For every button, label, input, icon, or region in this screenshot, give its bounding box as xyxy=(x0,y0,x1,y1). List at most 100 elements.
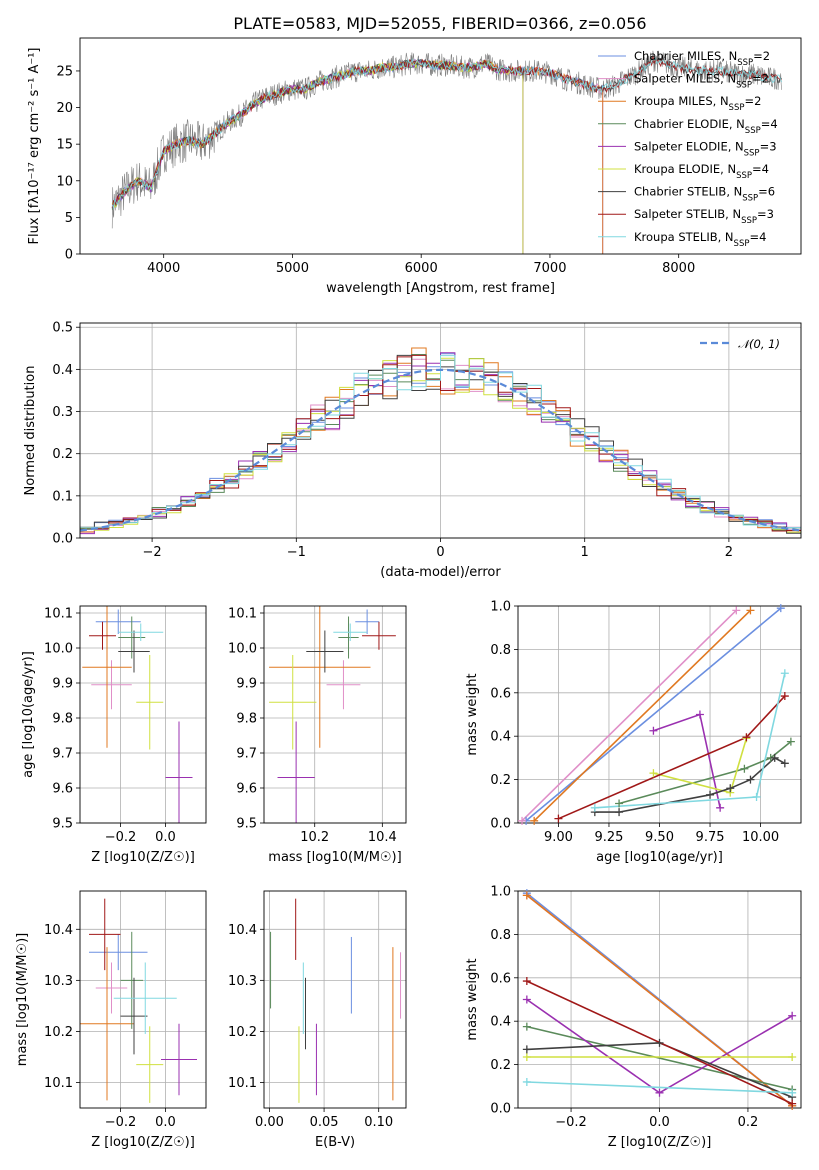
weight-point-marker xyxy=(530,816,539,825)
y-tick-label: 0.0 xyxy=(490,1102,511,1117)
y-tick-label: 9.9 xyxy=(236,677,257,692)
x-axis-label: age [log10(age/yr)] xyxy=(596,850,723,865)
weight-point-marker xyxy=(522,1045,531,1054)
weight-series-line xyxy=(594,756,786,813)
y-tick-label: 9.9 xyxy=(52,677,73,692)
axes-frame xyxy=(517,605,802,824)
x-axis-label: E(B-V) xyxy=(315,1135,355,1150)
legend-value: =2 xyxy=(753,49,770,63)
y-tick-label: 9.5 xyxy=(236,817,257,832)
weight-point-marker xyxy=(788,1053,797,1062)
plot-area-age_vs_mass xyxy=(269,606,396,823)
y-tick-label: 10.1 xyxy=(44,1076,73,1091)
legend-value: =3 xyxy=(760,139,777,153)
legend-subscript: SSP xyxy=(736,171,752,181)
x-tick-label: 7000 xyxy=(533,261,566,276)
axes-spectrum: 4000 5000 6000 7000 8000 0 5 10 15 20 25 wavelength… xyxy=(27,37,802,296)
y-tick-label: 0.2 xyxy=(490,773,511,788)
histogram-line xyxy=(80,354,801,532)
legend-entry: Kroupa STELIB, NSSP=4 xyxy=(634,230,766,249)
y-tick-label: 9.6 xyxy=(52,782,73,797)
axes-mass_vs_Z: −0.2 0.0 10.1 10.2 10.3 10.4 Z [log10(Z/Z☉)] ma… xyxy=(15,890,207,1150)
legend-value: =2 xyxy=(744,94,761,108)
legend-value: =3 xyxy=(757,207,774,221)
legend-value: =2 xyxy=(752,72,769,86)
y-tick-label: 9.8 xyxy=(52,712,73,727)
y-axis-label: Normed distribution xyxy=(23,366,38,496)
legend-value: =4 xyxy=(752,162,769,176)
x-axis-label: Z [log10(Z/Z☉)] xyxy=(91,1135,195,1150)
y-tick-label: 10.1 xyxy=(228,1076,257,1091)
x-tick-label: 0.05 xyxy=(310,1115,339,1130)
legend-entry: Salpeter ELODIE, NSSP=3 xyxy=(634,139,777,158)
model-spectrum-line xyxy=(111,59,524,254)
axes-mass_vs_ebv: 0.00 0.05 0.10 10.1 10.2 10.3 10.4 E(B-V) xyxy=(228,890,407,1150)
weight-point-marker xyxy=(732,606,741,615)
axes-weight_vs_age: 9.00 9.25 9.50 9.75 10.00 0.0 0.2 0.4 0.6 0.8 1.0 a… xyxy=(465,600,802,865)
figure-title: PLATE=0583, MJD=52055, FIBERID=0366, z=0… xyxy=(233,14,646,33)
x-tick-label: 9.50 xyxy=(645,830,674,845)
legend-subscript: SSP xyxy=(744,148,760,158)
y-tick-label: 0.5 xyxy=(52,321,73,336)
axes-age_vs_Z: −0.2 0.0 9.5 9.6 9.7 9.8 9.9 10.0 10.1 Z [log10(Z… xyxy=(21,605,207,865)
y-tick-label: 10.4 xyxy=(228,923,257,938)
x-tick-label: 4000 xyxy=(147,261,180,276)
weight-point-marker xyxy=(655,1088,664,1097)
x-tick-label: −2 xyxy=(143,545,162,560)
y-tick-label: 0.4 xyxy=(490,730,511,745)
legend-entry: Kroupa ELODIE, NSSP=4 xyxy=(634,162,769,181)
y-axis-label: Flux [fλ10⁻¹⁷ erg cm⁻² s⁻¹ A⁻¹] xyxy=(27,48,42,245)
legend-subscript: SSP xyxy=(736,81,752,91)
weight-series-line xyxy=(618,740,792,805)
weight-point-marker xyxy=(649,769,658,778)
weight-point-marker xyxy=(788,1088,797,1097)
weight-point-marker xyxy=(706,790,715,799)
x-tick-label: 9.00 xyxy=(544,830,573,845)
axes-frame xyxy=(263,890,407,1109)
x-tick-label: 0.2 xyxy=(738,1115,759,1130)
x-axis-label: Z [log10(Z/Z☉)] xyxy=(608,1135,712,1150)
y-tick-label: 10.3 xyxy=(44,974,73,989)
weight-point-marker xyxy=(746,775,755,784)
y-tick-label: 10 xyxy=(56,174,73,189)
y-tick-label: 1.0 xyxy=(490,885,511,900)
weight-point-marker xyxy=(522,891,531,900)
model-spectrum-line xyxy=(111,59,524,254)
axes-frame xyxy=(263,605,407,824)
x-tick-label: 10.2 xyxy=(300,830,329,845)
weight-point-marker xyxy=(776,604,785,613)
weight-point-marker xyxy=(752,792,761,801)
weight-point-marker xyxy=(522,1077,531,1086)
plot-area-residuals xyxy=(80,347,801,535)
weight-point-marker xyxy=(615,799,624,808)
weight-point-marker xyxy=(780,692,789,701)
y-tick-label: 0.1 xyxy=(52,489,73,504)
weight-series-line xyxy=(653,738,748,794)
y-axis-label: mass [log10(M/M☉)] xyxy=(15,933,30,1066)
axes-weight_vs_Z: −0.2 0.0 0.2 0.0 0.2 0.4 0.6 0.8 1.0 Z [log10(Z/Z… xyxy=(465,885,802,1150)
legend-subscript: SSP xyxy=(737,58,753,68)
y-tick-label: 0.6 xyxy=(490,971,511,986)
legend-subscript: SSP xyxy=(742,194,758,204)
y-tick-label: 10.0 xyxy=(228,642,257,657)
y-tick-label: 0.4 xyxy=(490,1015,511,1030)
axes-frame xyxy=(79,605,207,824)
x-tick-label: 8000 xyxy=(662,261,695,276)
legend-subscript: SSP xyxy=(734,239,750,249)
y-tick-label: 0.0 xyxy=(52,532,73,547)
weight-point-marker xyxy=(522,995,531,1004)
y-tick-label: 10.0 xyxy=(44,642,73,657)
y-tick-label: 20 xyxy=(56,101,73,116)
y-tick-label: 10.2 xyxy=(228,1025,257,1040)
y-tick-label: 10.2 xyxy=(44,1025,73,1040)
weight-series-line xyxy=(526,1081,793,1094)
legend-entry: Chabrier STELIB, NSSP=6 xyxy=(634,185,775,204)
y-axis-label: mass weight xyxy=(465,958,480,1040)
weight-point-marker xyxy=(518,816,527,825)
x-tick-label: 9.25 xyxy=(594,830,623,845)
y-tick-label: 9.8 xyxy=(236,712,257,727)
plot-area-mass_vs_ebv xyxy=(270,898,402,1103)
y-tick-label: 0 xyxy=(65,248,73,263)
normal-distribution-curve xyxy=(80,368,801,532)
